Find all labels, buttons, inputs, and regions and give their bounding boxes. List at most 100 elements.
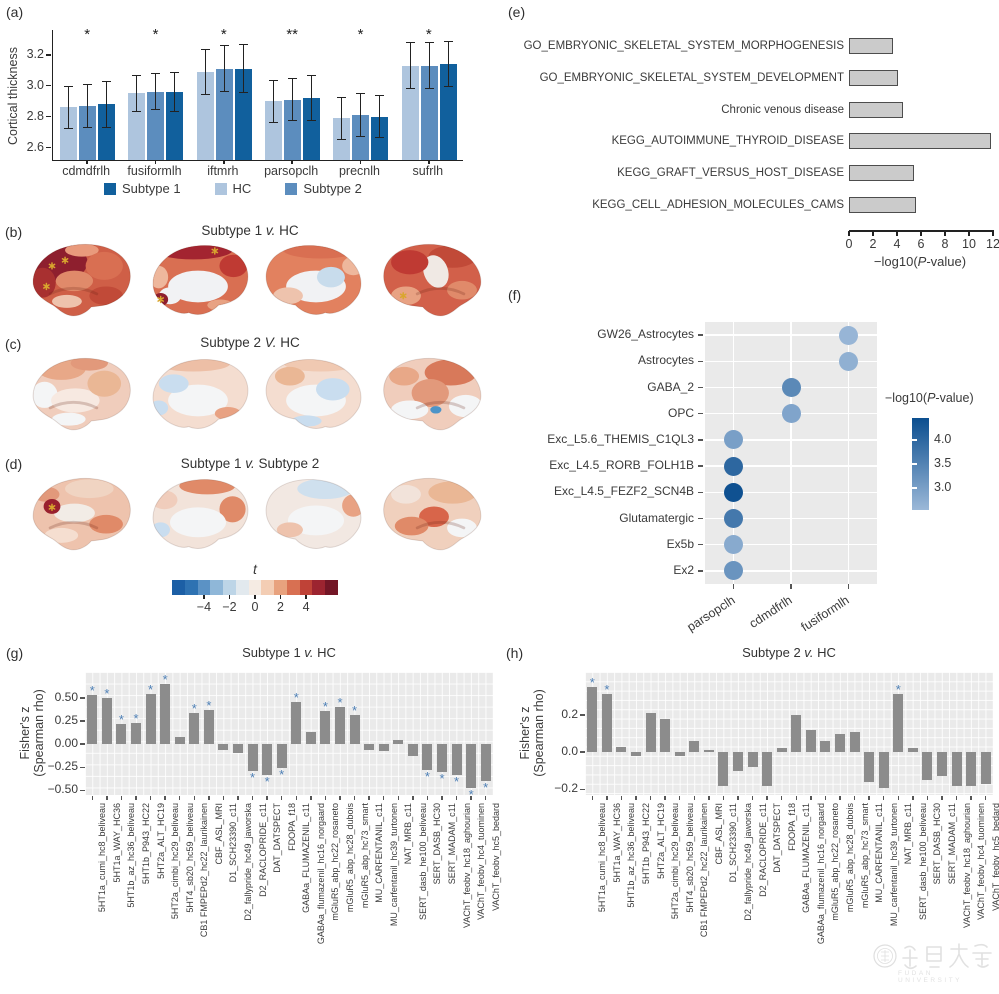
x-tick: [222, 796, 225, 800]
error-bar: [87, 84, 88, 128]
x-tick: [193, 796, 196, 800]
row-label: Exc_L4.5_FEZF2_SCN4B: [553, 484, 694, 499]
x-tick: [920, 231, 922, 236]
bar: [233, 744, 243, 754]
grid-line-h: [705, 360, 877, 363]
t-colorbar: [172, 580, 338, 595]
significance-star: *: [118, 711, 124, 727]
t-tick-label: 2: [277, 600, 284, 614]
x-tick-label: VAChT_feobv_hc4_tuominen: [476, 803, 487, 920]
brain-view: [383, 357, 482, 431]
x-tick: [164, 796, 166, 800]
error-cap: [443, 40, 453, 42]
panel-f-colorbar-title: −log10(P-value): [885, 391, 974, 405]
t-tick: [228, 595, 231, 599]
y-tick-label: 3.2: [26, 46, 44, 61]
t-colorbar-segment: [235, 580, 249, 595]
row-tick: [698, 517, 703, 520]
bar: [674, 752, 685, 756]
panel-d: (d) Subtype 1 v. Subtype 2: [0, 448, 500, 640]
bar: [733, 752, 743, 771]
grid-line-h: [705, 334, 877, 336]
bar: [703, 750, 714, 753]
brain-view-holder: [24, 350, 136, 436]
error-cap: [337, 96, 347, 98]
t-colorbar-segment: [286, 580, 300, 595]
significance-star: [61, 256, 69, 265]
significance-star: *: [337, 695, 343, 711]
significance-star: *: [454, 773, 460, 789]
x-tick: [992, 231, 994, 236]
row-tick: [698, 465, 703, 467]
significance-star: *: [895, 682, 901, 698]
panel-a-plot: * * * ** * *: [52, 26, 463, 164]
panel-e-label: (e): [508, 4, 526, 20]
bar: [439, 64, 457, 160]
x-tick: [353, 796, 356, 800]
significance-star: *: [483, 780, 489, 796]
x-tick-label: 5HT1a_WAY_HC36: [111, 803, 122, 883]
x-tick: [970, 796, 972, 800]
bar: [893, 694, 904, 753]
x-tick-label: 5HT4_sb20_hc59_beliveau: [684, 803, 695, 913]
bar: [849, 101, 903, 118]
brain-view-holder: [260, 236, 372, 322]
significance-star: *: [104, 685, 110, 701]
y-tick-label: −0.2: [554, 781, 578, 796]
panel-f-plot: [705, 322, 877, 584]
y-tick: [46, 54, 51, 56]
x-tick-label: 5HT1a_cumi_hc8_beliveau: [597, 803, 608, 913]
x-tick-label: 5HT2a_ALT_HC19: [155, 803, 166, 879]
bar: [364, 744, 375, 750]
bar: [791, 714, 802, 753]
x-tick: [810, 796, 812, 800]
y-tick: [80, 697, 85, 699]
bar: [776, 748, 787, 753]
x-tick: [310, 796, 312, 800]
brain-view: [265, 245, 362, 315]
brain-view: [152, 245, 249, 315]
x-tick-label: sufrlh: [412, 164, 444, 178]
brain-view: [32, 357, 131, 431]
x-tick: [984, 796, 987, 800]
panel-e: (e) GO_EMBRYONIC_SKELETAL_SYSTEM_MORPHOG…: [500, 0, 999, 290]
y-tick-label: 2.6: [26, 139, 44, 154]
row-tick: [698, 439, 703, 441]
x-tick: [955, 796, 958, 800]
data-dot: [724, 456, 744, 476]
bar: [849, 197, 917, 213]
bar: [849, 133, 991, 150]
error-bar: [311, 74, 312, 122]
y-tick-label: 2.8: [26, 108, 44, 123]
bar: [849, 38, 894, 54]
row-tick: [698, 386, 703, 389]
colorbar-tick: [912, 438, 917, 441]
x-tick-label: GABAa_FLUMAZENIL_c11: [801, 803, 812, 913]
x-tick-label: SERT_dasb_he100_beliveau: [417, 803, 428, 920]
x-tick-label: mGluR5_abp_hc22_rosaneto: [330, 803, 341, 921]
x-tick-label: GABAa_FLUMAZENIL_c11: [301, 803, 312, 913]
bar: [616, 746, 627, 753]
brain-view: [152, 359, 249, 429]
bar: [878, 752, 889, 788]
x-tick: [280, 796, 283, 800]
panel-d-label: (d): [5, 456, 23, 472]
bar: [352, 115, 370, 160]
x-tick-label: iftmrh: [207, 164, 239, 178]
data-dot: [838, 351, 858, 371]
bar: [689, 740, 700, 753]
watermark-english: FUDAN UNIVERSITY: [898, 970, 963, 984]
panel-b-label: (b): [5, 224, 23, 240]
x-tick-label: CB1 FMPEPd2_hc22_laurikainen: [699, 803, 710, 938]
bar: [820, 740, 831, 753]
bar: [189, 712, 200, 745]
x-tick: [106, 796, 108, 800]
x-tick-label: CBF_ASL_MRI: [213, 803, 224, 865]
error-cap: [132, 74, 142, 76]
error-cap: [238, 92, 248, 94]
t-colorbar-segment: [172, 580, 185, 595]
x-tick: [154, 160, 157, 164]
panel-a-label: (a): [6, 4, 24, 20]
error-bar: [174, 71, 176, 113]
x-tick-label: 5HT1b_P943_HC22: [141, 803, 151, 885]
